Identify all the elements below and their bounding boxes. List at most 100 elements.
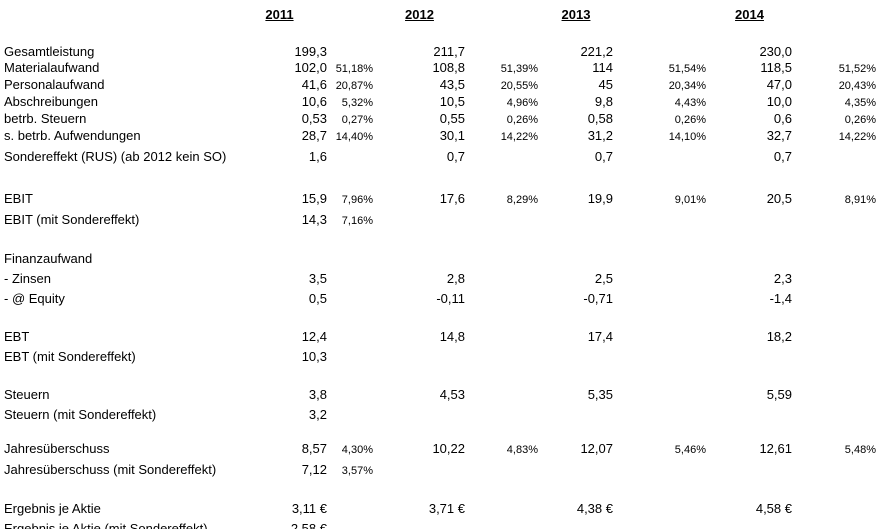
blank-row [0,365,882,383]
value-cell: 12,61 [759,441,792,456]
value-cell [374,517,465,529]
pct-cell: 0,27% [341,114,373,126]
pct-cell [792,325,877,341]
value-cell: 0,7 [594,149,613,164]
value-cell: 4,58 € [755,501,792,516]
value-cell: 9,8 [594,94,613,109]
row-label: Materialaufwand [4,60,100,75]
year-header-2011: 2011 [265,7,294,22]
pct-cell: 51,39% [500,63,538,75]
table-row: Personalaufwand 41,6 20,87% 43,5 20,55% … [0,77,882,94]
value-cell: 43,5 [439,77,465,92]
row-label: Finanzaufwand [4,251,93,266]
row-label: s. betrb. Aufwendungen [4,128,141,143]
table-row: betrb. Steuern 0,53 0,27% 0,55 0,26% 0,5… [0,111,882,128]
pct-cell [465,267,539,283]
pct-cell [792,208,877,224]
pct-cell [792,458,877,474]
pct-cell: 5,48% [844,444,876,456]
pct-cell [465,208,539,224]
value-cell: 10,6 [301,94,327,109]
table-row: Steuern 3,8 4,53 5,35 5,59 [0,383,882,403]
row-label: Jahresüberschuss (mit Sondereffekt) [4,462,217,477]
row-label: Ergebnis je Aktie [4,501,101,516]
pct-cell [327,325,374,341]
value-cell: 15,9 [301,191,327,206]
value-cell: 10,5 [439,94,465,109]
pct-cell [613,497,707,513]
pct-cell: 51,18% [335,63,373,75]
table-row: Ergebnis je Aktie (mit Sondereffekt) 2,5… [0,517,882,529]
value-cell [374,403,465,419]
value-cell: 230,0 [759,44,792,59]
table-row: Jahresüberschuss 8,57 4,30% 10,22 4,83% … [0,441,882,458]
pct-cell [327,345,374,361]
header-pct-cell [465,3,539,19]
row-label: Steuern (mit Sondereffekt) [4,407,157,422]
value-cell: 4,38 € [576,501,613,516]
value-cell: 10,0 [766,94,792,109]
table-row: Materialaufwand 102,0 51,18% 108,8 51,39… [0,60,882,77]
row-label: EBT (mit Sondereffekt) [4,349,136,364]
value-cell: 3,2 [308,407,327,422]
pct-cell: 0,26% [506,114,538,126]
pct-cell [792,345,877,361]
pct-cell: 20,87% [335,80,373,92]
row-label: EBIT (mit Sondereffekt) [4,212,140,227]
row-label: EBT [4,329,30,344]
pct-cell: 20,34% [668,80,706,92]
pct-cell [465,517,539,529]
table-row: Abschreibungen 10,6 5,32% 10,5 4,96% 9,8… [0,94,882,111]
table-row: Gesamtleistung 199,3 211,7 221,2 230,0 [0,40,882,60]
value-cell: 2,8 [446,271,465,286]
pct-cell [465,383,539,399]
pct-cell [792,383,877,399]
value-cell: 10,22 [432,441,465,456]
pct-cell [613,325,707,341]
value-cell: 221,2 [580,44,613,59]
pct-cell [465,287,539,303]
value-cell: 3,71 € [428,501,465,516]
pct-cell [792,287,877,303]
value-cell: 31,2 [587,128,613,143]
value-cell: 28,7 [301,128,327,143]
pct-cell [327,40,374,56]
value-cell: 45 [598,77,613,92]
value-cell: 199,3 [294,44,327,59]
value-cell: 7,12 [301,462,327,477]
value-cell: 19,9 [587,191,613,206]
row-label: Jahresüberschuss [4,441,110,456]
value-cell [374,458,465,474]
table-row: Sondereffekt (RUS) (ab 2012 kein SO) 1,6… [0,145,882,165]
pct-cell [327,247,374,263]
pct-cell: 4,35% [844,97,876,109]
value-cell [539,345,613,361]
header-spacer-cell [0,3,232,19]
pct-cell: 14,22% [838,131,876,143]
value-cell: 3,5 [308,271,327,286]
value-cell: 1,6 [308,149,327,164]
blank-row [0,423,882,441]
pct-cell: 9,01% [674,194,706,206]
value-cell: 102,0 [294,60,327,75]
pct-cell [465,247,539,263]
pct-cell [613,517,707,529]
value-cell: 118,5 [760,60,792,75]
pct-cell [613,458,707,474]
value-cell: 108,8 [432,60,465,75]
value-cell: 5,35 [587,387,613,402]
value-cell: 2,3 [773,271,792,286]
value-cell: 12,4 [301,329,327,344]
value-cell: 12,07 [580,441,613,456]
year-header-2014: 2014 [735,7,764,22]
blank-row [0,479,882,497]
value-cell: 32,7 [766,128,792,143]
row-label: Ergebnis je Aktie (mit Sondereffekt) [4,521,208,529]
pct-cell: 8,29% [506,194,538,206]
value-cell: 0,55 [439,111,465,126]
table-row: Ergebnis je Aktie 3,11 € 3,71 € 4,38 € 4… [0,497,882,517]
pct-cell [465,40,539,56]
pct-cell: 14,10% [668,131,706,143]
value-cell [374,345,465,361]
